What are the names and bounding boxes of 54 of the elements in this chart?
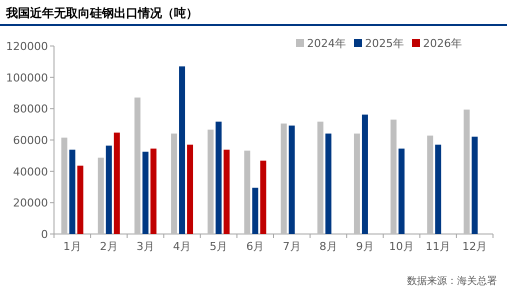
- bar: [179, 66, 186, 234]
- x-tick-label: 1月: [63, 240, 82, 253]
- y-tick-label: 20000: [13, 196, 48, 210]
- bar: [464, 110, 470, 234]
- bar: [208, 130, 214, 234]
- bar: [142, 152, 148, 234]
- chart-title: 我国近年无取向硅钢出口情况（吨）: [5, 6, 198, 20]
- x-tick-label: 6月: [246, 240, 264, 253]
- y-tick-label: 120000: [6, 40, 48, 53]
- bar: [252, 188, 258, 234]
- bar: [244, 150, 250, 234]
- bar: [427, 136, 434, 234]
- bar: [77, 166, 84, 234]
- bar: [106, 146, 112, 234]
- bar: [134, 98, 140, 234]
- bar: [114, 132, 120, 234]
- bar: [390, 120, 397, 234]
- bar: [280, 124, 287, 234]
- y-tick-label: 100000: [6, 71, 48, 84]
- y-tick-label: 40000: [13, 165, 48, 178]
- x-tick-label: 7月: [282, 240, 301, 253]
- y-tick-label: 0: [41, 228, 48, 241]
- bar: [171, 134, 178, 234]
- bar: [150, 148, 156, 234]
- x-tick-label: 11月: [426, 240, 451, 253]
- x-tick-label: 2月: [100, 240, 118, 253]
- bar: [224, 150, 230, 234]
- legend-label: 2025年: [365, 37, 404, 50]
- bar: [472, 136, 478, 234]
- bar: [325, 134, 332, 234]
- x-tick-label: 12月: [462, 240, 488, 253]
- x-tick-label: 10月: [389, 240, 414, 253]
- x-tick-label: 3月: [136, 240, 154, 253]
- bar: [98, 158, 104, 234]
- bar: [362, 114, 368, 234]
- bar: [398, 148, 405, 234]
- bar: [61, 138, 68, 234]
- bar: [288, 126, 295, 234]
- source-note: 数据来源：海关总署: [407, 275, 497, 287]
- x-tick-label: 4月: [173, 240, 192, 253]
- x-tick-label: 5月: [210, 240, 228, 253]
- x-tick-label: 9月: [356, 240, 374, 253]
- legend-label: 2024年: [307, 37, 346, 50]
- y-tick-label: 80000: [13, 102, 48, 116]
- bar: [260, 160, 266, 234]
- bar: [354, 134, 360, 234]
- bar: [187, 144, 194, 234]
- x-tick-label: 8月: [319, 240, 338, 253]
- bar: [435, 144, 442, 234]
- y-tick-label: 60000: [13, 134, 48, 147]
- bar: [216, 122, 222, 234]
- legend-label: 2026年: [423, 37, 462, 50]
- bar: [317, 122, 324, 234]
- bar: [69, 150, 76, 234]
